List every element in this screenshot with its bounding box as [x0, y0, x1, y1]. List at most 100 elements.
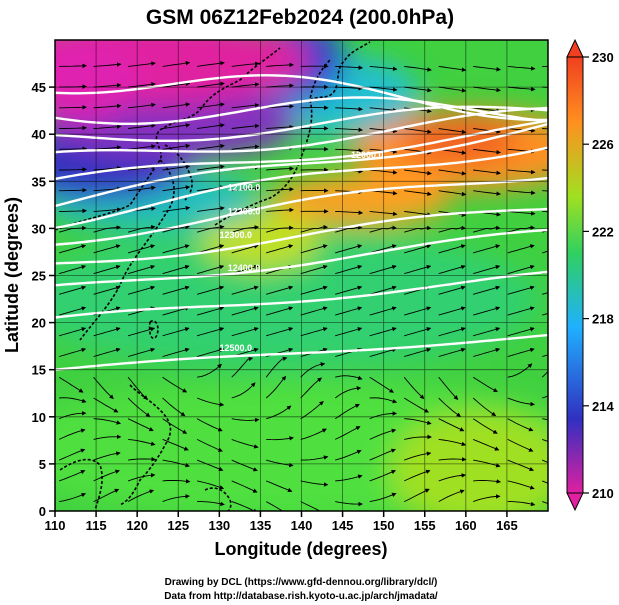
- streamline-arrow: [335, 127, 364, 133]
- chart-title: GSM 06Z12Feb2024 (200.0hPa): [146, 6, 454, 29]
- streamline-arrow: [266, 327, 294, 337]
- streamline-arrow: [438, 128, 467, 135]
- x-tick-label-155: 155: [414, 518, 436, 533]
- streamline-arrow: [128, 185, 156, 192]
- contour-labels: 12500.0 12400.0 12300.0 12200.0 12100.0 12000…: [219, 150, 383, 353]
- streamline-arrow: [231, 285, 259, 295]
- streamline-arrow: [404, 306, 432, 316]
- streamline-arrow: [542, 169, 548, 171]
- streamline-arrow: [162, 327, 190, 337]
- streamline-arrow: [404, 86, 432, 93]
- streamline-arrow: [438, 190, 467, 197]
- streamline-arrow: [507, 418, 534, 432]
- streamline-arrow: [438, 457, 467, 462]
- streamline-arrow: [93, 434, 122, 440]
- colorbar-tick-label-222: 222: [592, 224, 614, 239]
- y-axis-label: Latitude (degrees): [2, 197, 22, 353]
- streamline-arrow: [162, 264, 190, 275]
- streamline-arrow: [58, 428, 86, 440]
- streamline-arrow: [404, 190, 432, 197]
- streamline-arrow: [369, 376, 394, 393]
- streamline-arrow: [266, 405, 292, 420]
- streamline-arrow: [162, 123, 191, 129]
- streamline-arrow: [542, 128, 548, 130]
- streamline-arrow: [300, 480, 329, 487]
- streamline-arrow: [404, 418, 432, 425]
- colorbar-tick-label-230: 230: [592, 50, 614, 65]
- streamline-arrow: [335, 449, 362, 461]
- y-tick-label-20: 20: [32, 316, 46, 331]
- streamline-arrow: [335, 306, 363, 316]
- streamline-arrow: [334, 403, 360, 420]
- y-axis: 0 5 10 15 20 25 30 35 40 45: [32, 80, 55, 519]
- streamline-arrow: [300, 401, 324, 420]
- streamline-arrow: [404, 169, 432, 176]
- streamline-arrow: [93, 207, 122, 212]
- streamline-arrow: [507, 244, 535, 254]
- contour-label: 12100.0: [228, 183, 261, 193]
- streamline-arrow: [542, 354, 548, 357]
- streamline-arrow: [403, 376, 425, 400]
- streamline-arrow: [369, 428, 397, 440]
- streamline-arrow: [438, 347, 466, 357]
- streamline-arrow: [162, 185, 191, 192]
- streamline-arrow: [473, 264, 501, 275]
- colorbar-tick-label-210: 210: [592, 486, 614, 501]
- streamline-arrow: [542, 438, 548, 442]
- streamline-arrow: [507, 190, 536, 195]
- streamline-arrow: [93, 327, 121, 337]
- streamline-arrow: [542, 65, 548, 68]
- x-tick-label-110: 110: [45, 518, 66, 533]
- streamline-arrow: [542, 292, 548, 295]
- streamline-arrow: [404, 469, 431, 482]
- streamline-arrow: [93, 165, 122, 171]
- streamline-arrow: [541, 370, 548, 378]
- colorbar-tick-label-218: 218: [592, 312, 614, 327]
- streamline-arrow: [162, 438, 189, 451]
- streamline-arrow: [59, 167, 87, 172]
- streamline-arrow: [128, 438, 156, 446]
- streamline-arrow: [59, 208, 87, 214]
- streamline-arrow: [266, 459, 294, 468]
- streamline-arrow: [369, 448, 396, 461]
- streamline-arrow: [162, 459, 190, 468]
- streamline-arrow: [369, 169, 398, 175]
- streamline-arrow: [58, 306, 87, 316]
- streamline-arrow: [59, 105, 87, 110]
- streamline-arrow: [404, 244, 432, 254]
- streamline-arrow: [438, 244, 466, 254]
- streamline-arrow: [335, 106, 364, 112]
- streamline-arrow: [404, 264, 432, 275]
- streamline-arrow: [93, 451, 121, 461]
- streamline-arrow: [335, 327, 363, 337]
- streamline-arrow: [128, 61, 156, 67]
- streamline-arrow: [231, 356, 254, 378]
- streamline-arrow: [335, 244, 363, 254]
- streamline-arrow: [369, 347, 397, 357]
- streamline-arrow: [162, 418, 188, 434]
- streamline-arrow: [162, 494, 190, 503]
- streamline-arrow: [473, 479, 502, 484]
- field-magenta-corner: [55, 40, 140, 120]
- streamline-arrow: [507, 327, 535, 337]
- streamline-arrow: [162, 244, 190, 254]
- streamline-arrow: [369, 285, 397, 295]
- colorbar: 210 214 218 222 226 230: [566, 38, 614, 512]
- streamline-arrow: [438, 264, 466, 275]
- streamline-arrow: [369, 469, 396, 482]
- streamline-arrow: [404, 434, 432, 440]
- colorbar-gradient: [566, 56, 584, 494]
- streamline-arrow: [127, 347, 156, 357]
- streamline-arrow: [265, 356, 288, 378]
- streamline-arrow: [58, 264, 87, 275]
- streamline-arrow: [335, 501, 363, 507]
- streamline-arrow: [266, 104, 294, 109]
- streamline-arrow: [335, 474, 363, 482]
- streamline-arrow: [542, 312, 548, 316]
- streamline-arrow: [231, 82, 260, 88]
- streamline-arrow: [300, 362, 326, 378]
- streamline-arrow: [162, 81, 191, 88]
- streamline-arrow: [542, 210, 548, 213]
- streamline-arrow: [542, 501, 548, 505]
- footer-source: Data from http://database.rish.kyoto-u.a…: [164, 591, 438, 602]
